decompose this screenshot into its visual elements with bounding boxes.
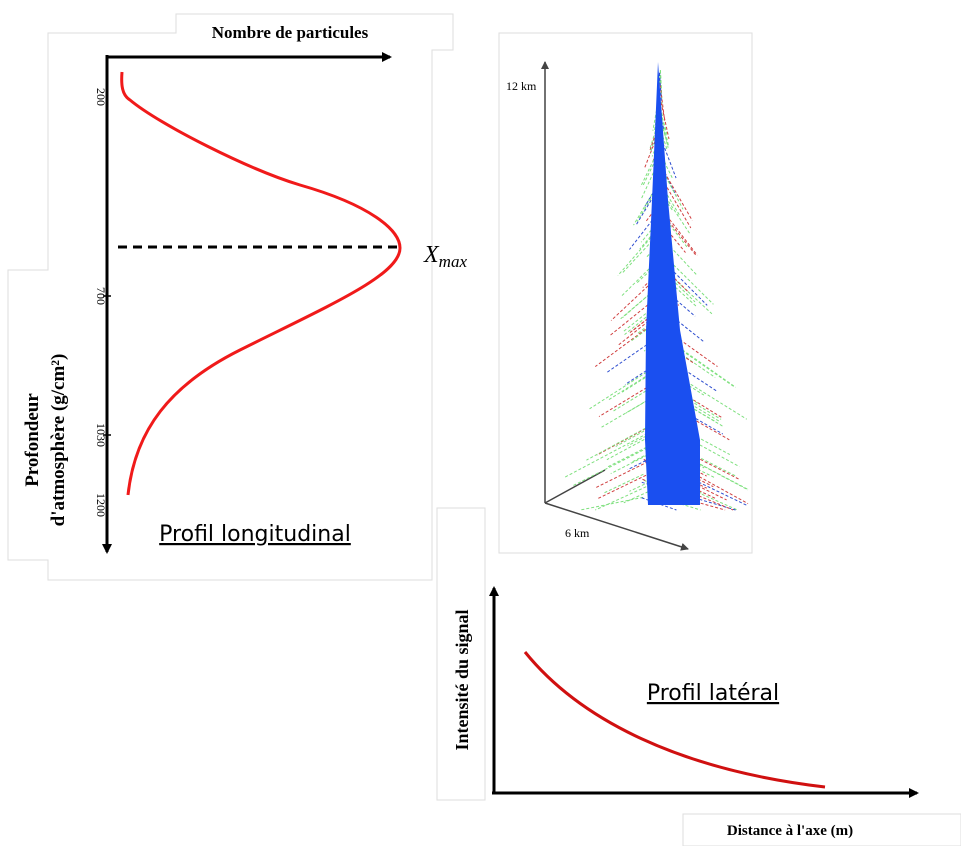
xmax-sub: max [439, 252, 468, 271]
caption: Profil longitudinal [159, 522, 351, 547]
particle-track [665, 337, 737, 388]
particle-track [635, 269, 651, 285]
tick-label: 200 [94, 88, 108, 106]
particle-track [595, 475, 670, 511]
xmax-label: Xmax [423, 242, 467, 271]
particle-track [610, 301, 653, 336]
particle-track [654, 375, 723, 419]
particle-track [653, 257, 688, 292]
particle-track [621, 258, 661, 297]
y-axis-label: d'atmosphère (g/cm²) [48, 354, 69, 527]
particle-track [673, 373, 748, 420]
particle-track [673, 449, 749, 490]
depth-axis [544, 469, 606, 504]
particle-track [580, 496, 644, 511]
particle-track [645, 243, 660, 258]
particle-track [623, 491, 649, 504]
shower-panel: 12 km 6 km [498, 32, 753, 554]
particle-track [624, 301, 666, 335]
particle-track [672, 449, 749, 491]
particle-track [660, 273, 698, 308]
particle-track [631, 326, 651, 342]
particle-track [633, 176, 663, 226]
particle-track [594, 322, 654, 367]
shower-core [645, 62, 700, 505]
lateral-panel: Intensité du signal Profil latéral Dista… [436, 507, 961, 846]
particle-track [664, 172, 693, 221]
particle-track [635, 178, 665, 226]
longitudinal-panel: Nombre de particules 200 700 1030 1200 P… [7, 13, 467, 581]
y-axis-label: Intensité du signal [452, 609, 472, 750]
x-axis-label: Nombre de particules [212, 23, 369, 42]
label-box [436, 507, 486, 801]
particle-track [597, 463, 669, 499]
particle-track [636, 176, 665, 222]
particle-track [640, 149, 665, 200]
particle-track [664, 440, 741, 481]
particle-track [659, 188, 691, 234]
particle-track [649, 128, 659, 151]
panel-frame [7, 13, 454, 581]
particle-track [671, 333, 718, 367]
particle-track [665, 217, 698, 257]
panel-frame [498, 32, 753, 554]
particle-track [653, 261, 696, 303]
particle-track [660, 102, 670, 140]
particle-track [640, 155, 657, 188]
x-axis-label: Distance à l'axe (m) [727, 823, 853, 839]
tick-label: 700 [94, 287, 108, 305]
longitudinal-curve [120, 71, 402, 496]
xmax-base: X [423, 242, 440, 268]
label-box [682, 813, 961, 846]
particle-track [622, 283, 662, 318]
caption: Profil latéral [647, 681, 779, 706]
particle-track [658, 163, 684, 210]
particle-track [621, 240, 653, 275]
width-axis [544, 502, 689, 551]
width-label: 6 km [565, 526, 590, 540]
tick-label: 1200 [94, 493, 108, 517]
lateral-curve [523, 651, 826, 789]
particle-track [645, 206, 658, 222]
particle-track [563, 428, 657, 479]
particle-track [589, 363, 660, 410]
particle-track [658, 72, 662, 103]
particle-track [586, 420, 660, 461]
particle-track [641, 497, 677, 511]
particle-track [602, 473, 644, 494]
height-label: 12 km [506, 79, 537, 93]
y-axis-label: Profondeur [22, 393, 43, 487]
particle-track [663, 211, 698, 256]
particle-track [639, 228, 658, 250]
particle-track [661, 194, 673, 211]
particle-track [607, 370, 655, 401]
particle-track [615, 418, 667, 447]
particle-track [672, 461, 749, 505]
particle-track [666, 257, 714, 305]
particle-track [661, 156, 674, 180]
particle-track [607, 446, 647, 468]
particle-track [640, 221, 659, 243]
tick-label: 1030 [94, 423, 108, 447]
particle-track [669, 341, 735, 388]
particle-track [606, 341, 652, 374]
